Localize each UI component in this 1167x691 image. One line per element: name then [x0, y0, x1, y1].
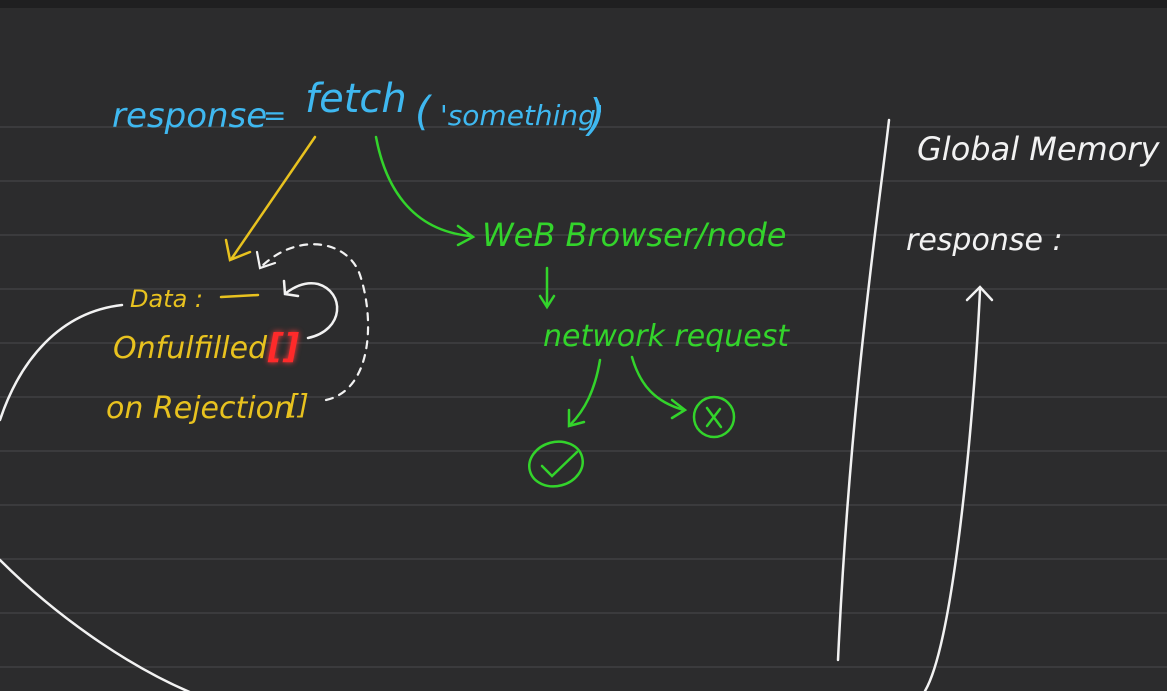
data-field: Data : — [130, 285, 203, 313]
global-memory-divider — [836, 118, 891, 662]
promise-arrow — [224, 135, 317, 262]
top-bar — [0, 0, 1167, 8]
fulfilled-callback-arrow — [282, 279, 339, 340]
response-variable: response — [112, 96, 267, 136]
onfulfilled-bracket: [] — [267, 327, 300, 367]
rejection-callback-arrow — [260, 243, 370, 402]
data-value-dash — [219, 293, 260, 299]
response-link-curve — [0, 303, 124, 422]
environment-group: WeB Browser/node network request — [482, 216, 790, 354]
equals-sign: = — [263, 99, 286, 132]
web-browser-label: WeB Browser/node — [482, 216, 786, 254]
close-paren: ) — [585, 90, 605, 141]
network-arrows — [538, 266, 688, 428]
code-line: response = fetch ( 'something' ) — [112, 76, 605, 141]
x-circle-icon — [692, 395, 736, 439]
global-memory-title: Global Memory — [917, 130, 1160, 168]
onfulfilled-field: Onfulfilled — [113, 331, 268, 366]
onrejection-bracket: [] — [287, 388, 309, 421]
network-request-label: network request — [543, 319, 790, 354]
onrejection-field: on Rejection — [106, 391, 293, 426]
ruled-lines — [0, 126, 1167, 668]
fetch-argument: 'something' — [440, 99, 604, 132]
return-curve — [0, 558, 191, 691]
check-circle-icon — [528, 440, 584, 488]
global-memory: Global Memory response : — [906, 130, 1160, 258]
promise-object: Data : Onfulfilled on Rejection [] — [106, 285, 309, 426]
assignment-arrow — [923, 285, 994, 691]
global-memory-response: response : — [906, 223, 1063, 258]
open-paren: ( — [415, 89, 433, 135]
rejection-arrow-head — [255, 250, 277, 270]
fetch-call: fetch — [305, 76, 407, 122]
environment-arrow — [374, 135, 476, 247]
